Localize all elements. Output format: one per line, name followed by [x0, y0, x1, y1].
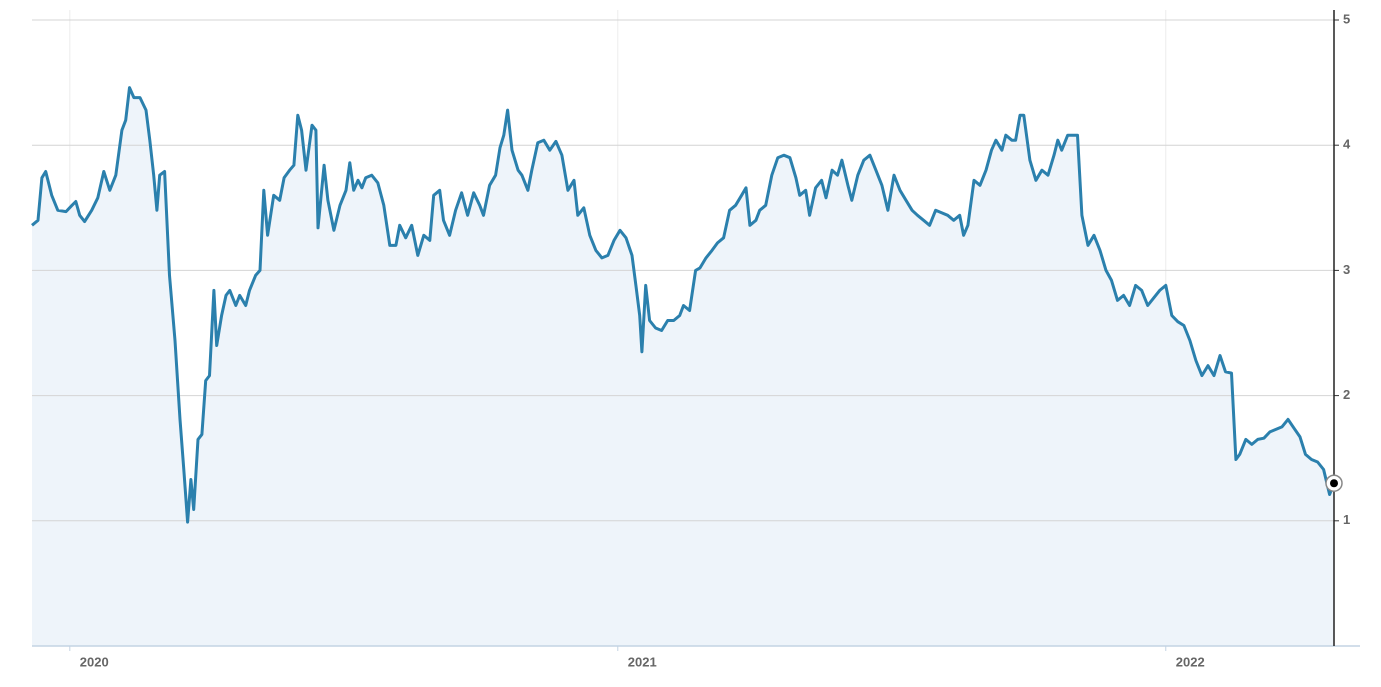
y-tick-label: 5 [1343, 11, 1350, 26]
y-tick-label: 2 [1343, 387, 1350, 402]
price-line [31, 86, 1336, 524]
x-tick-label: 2020 [80, 654, 109, 669]
x-tick-label: 2021 [628, 654, 657, 669]
y-tick-label: 3 [1343, 262, 1350, 277]
y-tick-label: 4 [1343, 137, 1351, 152]
y-tick-label: 1 [1343, 512, 1350, 527]
end-marker [1330, 479, 1338, 488]
area [32, 87, 1334, 647]
x-tick-label: 2022 [1176, 654, 1205, 669]
